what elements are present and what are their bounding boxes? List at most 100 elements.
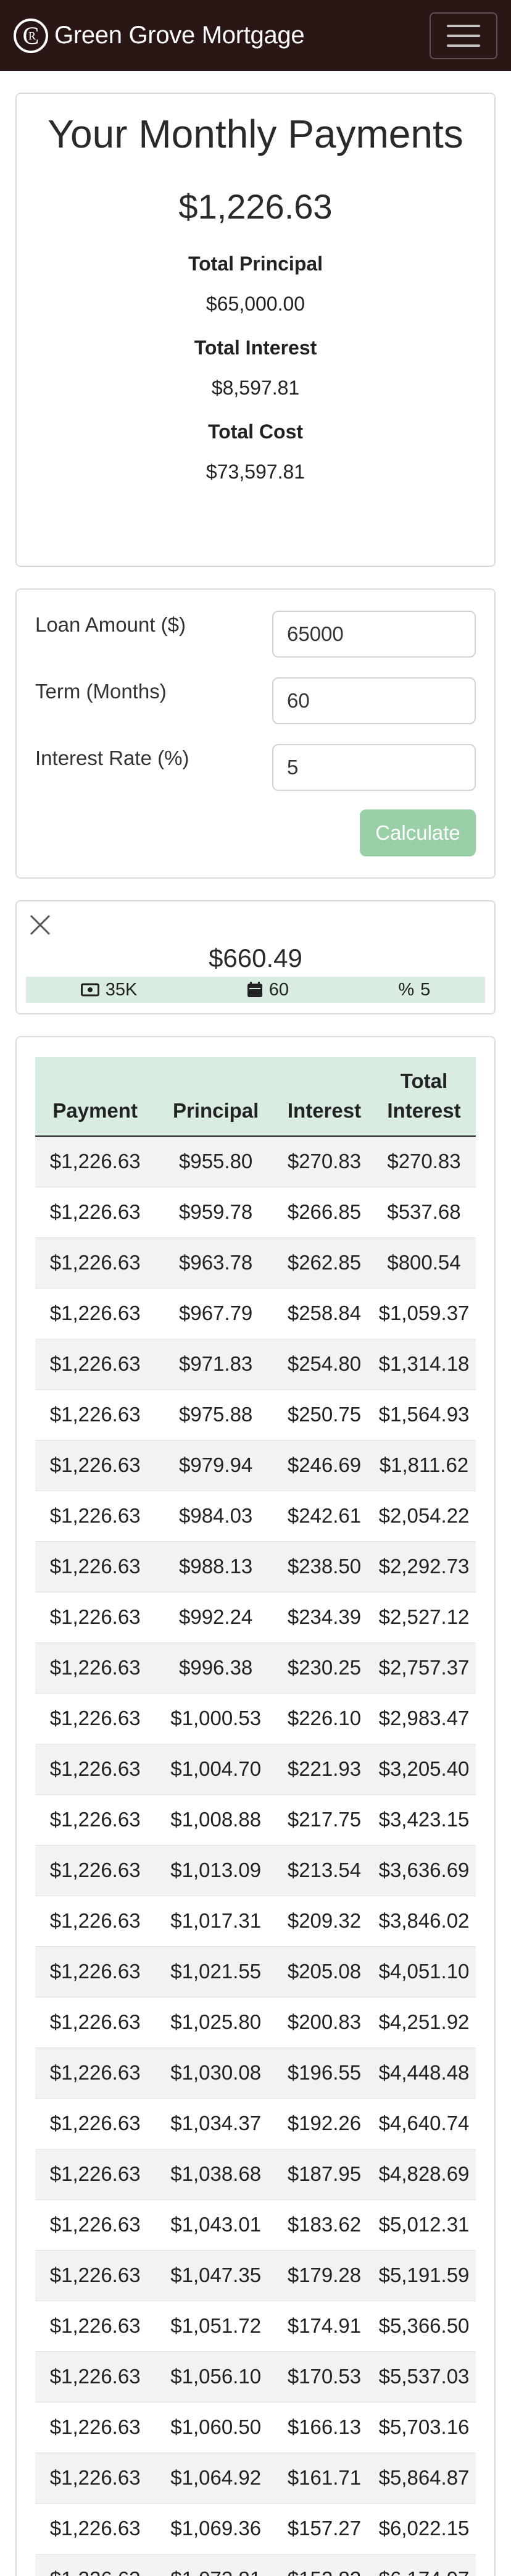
cell-total-interest: $3,205.40	[372, 1743, 476, 1794]
table-row: $1,226.63 $967.79 $258.84 $1,059.37	[35, 1287, 476, 1339]
cell-payment: $1,226.63	[35, 2452, 156, 2503]
cell-principal: $979.94	[155, 1439, 276, 1491]
term-label: Term (Months)	[35, 680, 167, 703]
cell-total-interest: $2,292.73	[372, 1541, 476, 1592]
cell-total-interest: $5,191.59	[372, 2249, 476, 2301]
cell-interest: $246.69	[276, 1439, 372, 1491]
cell-interest: $170.53	[276, 2351, 372, 2402]
cell-payment: $1,226.63	[35, 1237, 156, 1288]
cell-interest: $258.84	[276, 1287, 372, 1339]
cell-principal: $975.88	[155, 1389, 276, 1440]
header-total-interest: Total Interest	[372, 1057, 476, 1137]
cell-total-interest: $5,864.87	[372, 2452, 476, 2503]
loan-amount-input[interactable]	[272, 611, 476, 658]
cell-principal: $1,030.08	[155, 2047, 276, 2098]
table-row: $1,226.63 $1,060.50 $166.13 $5,703.16	[35, 2401, 476, 2453]
cell-payment: $1,226.63	[35, 2351, 156, 2402]
cell-principal: $1,004.70	[155, 1743, 276, 1794]
cell-principal: $1,064.92	[155, 2452, 276, 2503]
cell-total-interest: $1,314.18	[372, 1338, 476, 1389]
cell-total-interest: $6,022.15	[372, 2503, 476, 2554]
table-row: $1,226.63 $1,038.68 $187.95 $4,828.69	[35, 2148, 476, 2199]
table-row: $1,226.63 $1,004.70 $221.93 $3,205.40	[35, 1743, 476, 1794]
loan-amount-label: Loan Amount ($)	[35, 613, 186, 636]
money-icon	[80, 983, 99, 997]
cell-principal: $984.03	[155, 1490, 276, 1541]
cell-total-interest: $4,828.69	[372, 2148, 476, 2199]
table-row: $1,226.63 $1,043.01 $183.62 $5,012.31	[35, 2199, 476, 2250]
loan-form-card: Loan Amount ($) Term (Months) Interest R…	[15, 588, 496, 879]
table-row: $1,226.63 $1,047.35 $179.28 $5,191.59	[35, 2249, 476, 2301]
cell-total-interest: $3,636.69	[372, 1844, 476, 1896]
cell-total-interest: $2,054.22	[372, 1490, 476, 1541]
table-row: $1,226.63 $1,056.10 $170.53 $5,537.03	[35, 2351, 476, 2402]
cell-principal: $1,013.09	[155, 1844, 276, 1896]
cell-principal: $967.79	[155, 1287, 276, 1339]
cell-payment: $1,226.63	[35, 2300, 156, 2351]
cell-interest: $174.91	[276, 2300, 372, 2351]
saved-loan-amount: 35K	[105, 979, 138, 1000]
cell-principal: $1,038.68	[155, 2148, 276, 2199]
cell-payment: $1,226.63	[35, 2401, 156, 2453]
amortization-table-body: $1,226.63 $955.80 $270.83 $270.83 $1,226.63 $…	[35, 1135, 476, 2576]
cell-principal: $1,000.53	[155, 1692, 276, 1744]
table-row: $1,226.63 $1,013.09 $213.54 $3,636.69	[35, 1844, 476, 1896]
header-payment: Payment	[35, 1057, 156, 1137]
cell-payment: $1,226.63	[35, 1135, 156, 1187]
cell-interest: $234.39	[276, 1591, 372, 1642]
cell-interest: $254.80	[276, 1338, 372, 1389]
cell-principal: $996.38	[155, 1642, 276, 1693]
hamburger-menu-button[interactable]	[430, 12, 497, 59]
cell-interest: $266.85	[276, 1186, 372, 1237]
cell-total-interest: $6,174.97	[372, 2553, 476, 2576]
table-row: $1,226.63 $1,051.72 $174.91 $5,366.50	[35, 2300, 476, 2351]
close-icon[interactable]	[29, 914, 51, 936]
table-row: $1,226.63 $975.88 $250.75 $1,564.93	[35, 1389, 476, 1440]
cell-interest: $166.13	[276, 2401, 372, 2453]
term-input[interactable]	[272, 677, 476, 724]
amortization-table: Payment Principal Interest Total Interes…	[35, 1057, 476, 2576]
cell-principal: $988.13	[155, 1541, 276, 1592]
table-row: $1,226.63 $1,064.92 $161.71 $5,864.87	[35, 2452, 476, 2503]
cell-total-interest: $1,059.37	[372, 1287, 476, 1339]
cell-payment: $1,226.63	[35, 2249, 156, 2301]
cell-principal: $1,047.35	[155, 2249, 276, 2301]
interest-rate-row: Interest Rate (%)	[35, 744, 476, 791]
table-row: $1,226.63 $996.38 $230.25 $2,757.37	[35, 1642, 476, 1693]
cell-total-interest: $3,846.02	[372, 1895, 476, 1946]
interest-rate-input[interactable]	[272, 744, 476, 791]
cell-total-interest: $270.83	[372, 1135, 476, 1187]
cell-interest: $230.25	[276, 1642, 372, 1693]
table-row: $1,226.63 $1,030.08 $196.55 $4,448.48	[35, 2047, 476, 2098]
saved-rate: 5	[420, 979, 431, 1000]
cell-payment: $1,226.63	[35, 1439, 156, 1491]
cell-interest: $183.62	[276, 2199, 372, 2250]
header-principal: Principal	[155, 1057, 276, 1137]
cell-interest: $262.85	[276, 1237, 372, 1288]
cell-principal: $1,043.01	[155, 2199, 276, 2250]
cell-payment: $1,226.63	[35, 1591, 156, 1642]
cell-interest: $157.27	[276, 2503, 372, 2554]
cell-interest: $161.71	[276, 2452, 372, 2503]
cell-total-interest: $3,423.15	[372, 1794, 476, 1845]
cell-principal: $971.83	[155, 1338, 276, 1389]
cell-total-interest: $5,012.31	[372, 2199, 476, 2250]
cell-payment: $1,226.63	[35, 2148, 156, 2199]
cell-payment: $1,226.63	[35, 1743, 156, 1794]
cell-total-interest: $2,983.47	[372, 1692, 476, 1744]
saved-details-bar: 35K 60 % 5	[26, 977, 485, 1003]
cell-interest: $179.28	[276, 2249, 372, 2301]
cell-interest: $226.10	[276, 1692, 372, 1744]
calculate-button[interactable]: Calculate	[360, 809, 476, 856]
cell-interest: $196.55	[276, 2047, 372, 2098]
cell-payment: $1,226.63	[35, 1490, 156, 1541]
table-row: $1,226.63 $1,017.31 $209.32 $3,846.02	[35, 1895, 476, 1946]
table-row: $1,226.63 $984.03 $242.61 $2,054.22	[35, 1490, 476, 1541]
calendar-icon	[247, 982, 262, 997]
hamburger-icon-line	[447, 35, 480, 37]
cell-payment: $1,226.63	[35, 2553, 156, 2576]
cell-total-interest: $4,251.92	[372, 1996, 476, 2047]
